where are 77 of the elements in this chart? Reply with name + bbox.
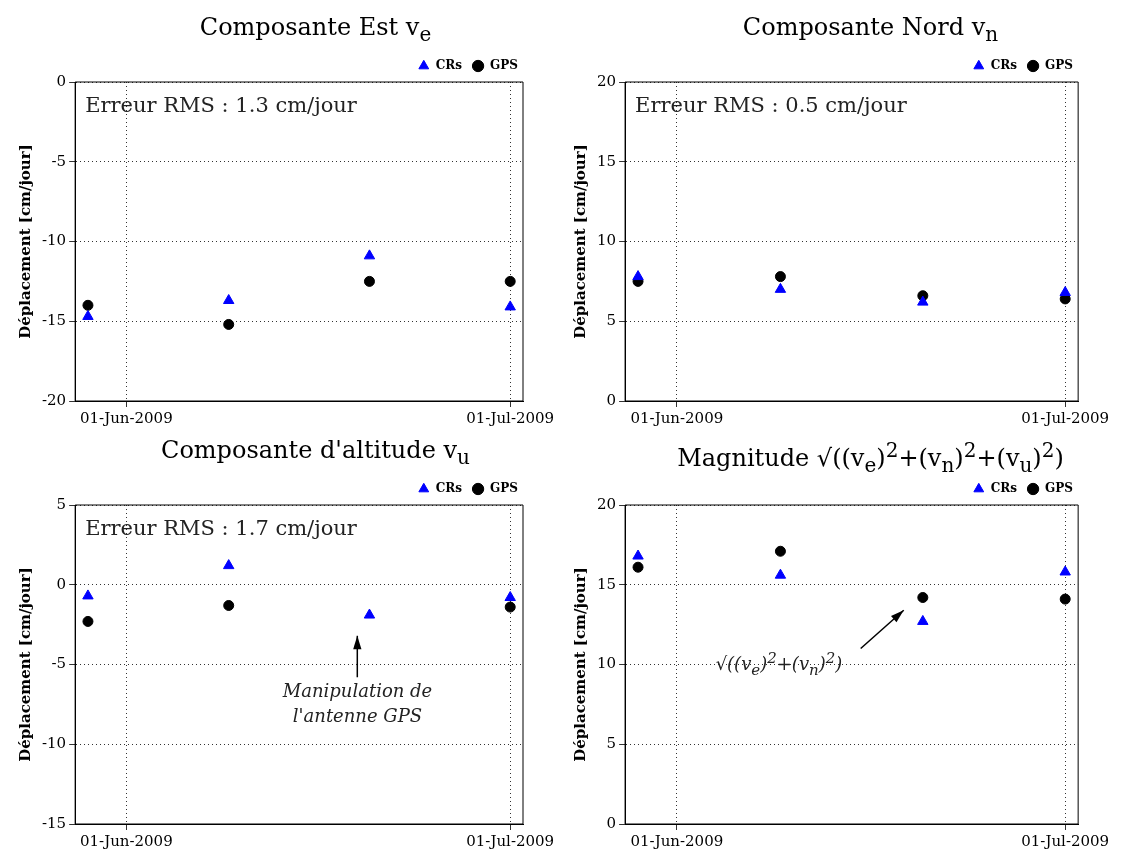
point (632, 270, 644, 281)
point (917, 592, 929, 604)
x-tick-label: 01-Jun-2009 (79, 408, 173, 427)
annotation: Erreur RMS : 1.7 cm/jour (85, 516, 358, 540)
y-tick-label: -10 (42, 231, 67, 250)
point (774, 271, 786, 283)
y-tick-label: -20 (42, 390, 67, 409)
point (223, 318, 235, 330)
chart-title: Composante d'altitude v$_{u}$ (160, 435, 470, 469)
legend-label: CRs (435, 58, 463, 73)
annotation: Erreur RMS : 1.3 cm/jour (85, 93, 358, 117)
point (774, 545, 786, 557)
x-tick-label: 01-Jun-2009 (79, 831, 173, 850)
legend-label: GPS (490, 481, 518, 496)
x-tick-label: 01-Jun-2009 (630, 408, 724, 427)
point (363, 608, 376, 619)
point (82, 299, 94, 311)
point (223, 599, 235, 611)
point (1059, 286, 1071, 297)
y-tick-label: 10 (596, 654, 617, 673)
y-tick-label: 0 (606, 390, 617, 409)
annotation: Erreur RMS : 0.5 cm/jour (635, 93, 908, 117)
y-axis-title: Déplacement [cm/jour] (15, 567, 34, 762)
y-tick-label: 0 (56, 574, 67, 593)
y-tick-label: -5 (51, 151, 67, 170)
y-tick-label: 15 (596, 151, 617, 170)
point (223, 294, 235, 305)
point (774, 568, 787, 579)
y-tick-label: 5 (606, 311, 617, 330)
legend-label: GPS (1045, 58, 1073, 73)
y-tick-label: 5 (606, 734, 617, 753)
y-axis-title: Déplacement [cm/jour] (570, 144, 589, 339)
x-tick-label: 01-Jul-2009 (466, 408, 555, 427)
legend-label: CRs (990, 58, 1018, 73)
point (82, 309, 94, 320)
y-tick-label: 15 (596, 574, 617, 593)
point (223, 559, 235, 570)
point (504, 591, 516, 602)
point (632, 561, 644, 573)
point (1059, 565, 1071, 576)
point (363, 275, 375, 287)
point (1059, 593, 1071, 605)
y-tick-label: -15 (42, 813, 67, 832)
x-tick-label: 01-Jul-2009 (466, 831, 555, 850)
x-tick-label: 01-Jul-2009 (1021, 408, 1110, 427)
point (82, 615, 94, 627)
x-tick-label: 01-Jul-2009 (1021, 831, 1110, 850)
chart-title: Composante Nord v$_{n}$ (741, 12, 999, 46)
y-axis-title: Déplacement [cm/jour] (15, 144, 34, 339)
point (632, 549, 644, 560)
y-tick-label: 0 (56, 71, 67, 90)
point (774, 282, 787, 293)
legend-label: GPS (490, 58, 518, 73)
point (504, 275, 516, 287)
point (82, 589, 94, 600)
y-tick-label: 10 (596, 231, 617, 250)
text: √((v$_{e}$)$^{2}$+(v$_{n}$)$^{2}$) (715, 649, 843, 679)
chart-title: Magnitude √((v$_{e}$)$^{2}$+(v$_{n}$)$^{2}$+(v$_{u}$)$^{2}$) (677, 438, 1064, 477)
x-tick-label: 01-Jun-2009 (630, 831, 724, 850)
y-axis-title: Déplacement [cm/jour] (570, 567, 589, 762)
point (917, 614, 929, 625)
y-tick-label: -10 (42, 734, 67, 753)
y-tick-label: 20 (596, 494, 617, 513)
y-tick-label: 20 (596, 71, 617, 90)
point (917, 295, 929, 306)
chart-title: Composante Est v$_{e}$ (198, 12, 432, 46)
legend-label: GPS (1045, 481, 1073, 496)
y-tick-label: -5 (51, 654, 67, 673)
annotation: Manipulation de l'antenne GPS (282, 678, 433, 728)
legend-label: CRs (990, 481, 1018, 496)
point (363, 249, 376, 260)
point (504, 300, 516, 311)
y-tick-label: 0 (606, 813, 617, 832)
point (504, 601, 516, 613)
y-tick-label: -15 (42, 311, 67, 330)
y-tick-label: 5 (56, 494, 67, 513)
legend-label: CRs (435, 481, 463, 496)
